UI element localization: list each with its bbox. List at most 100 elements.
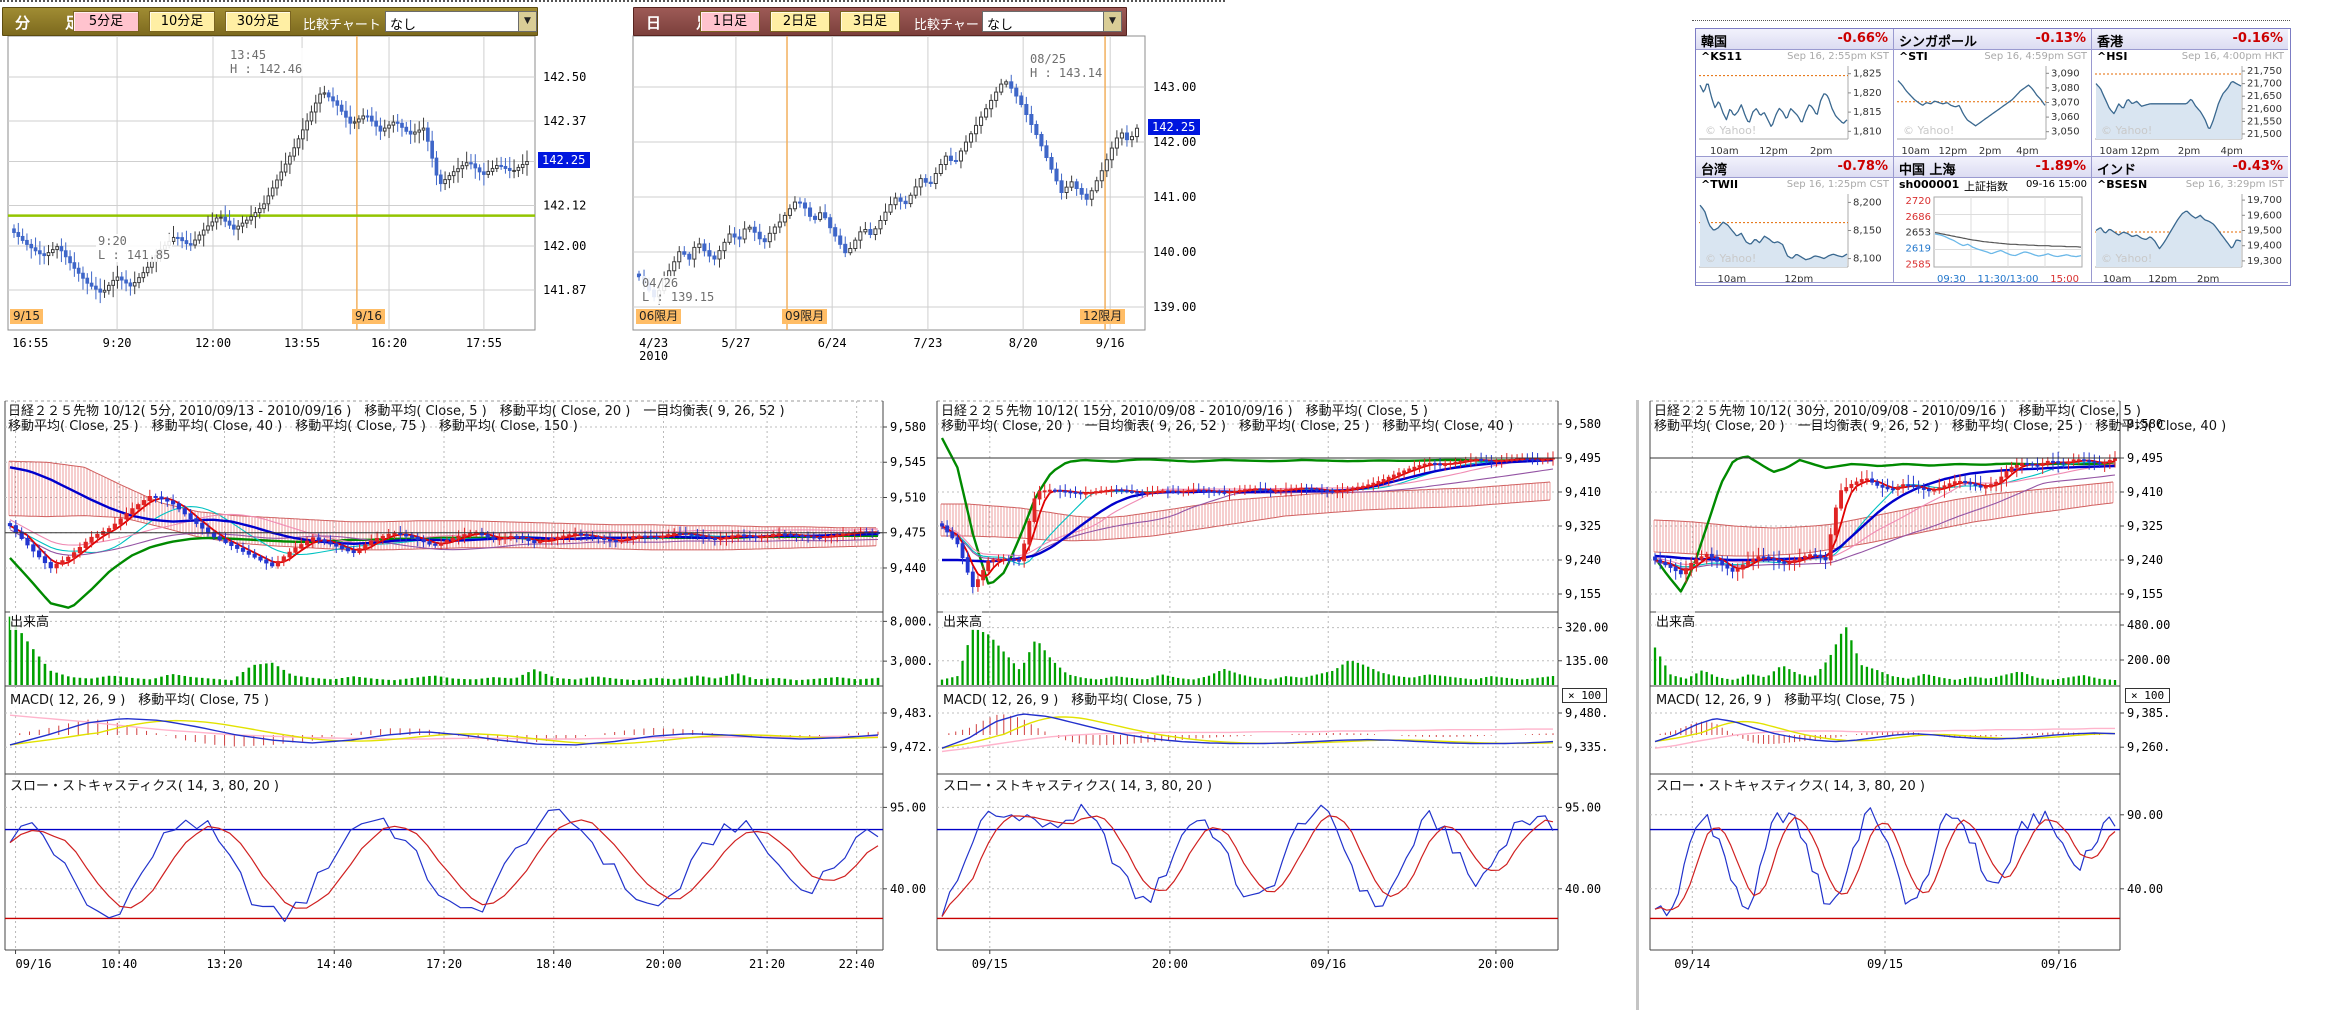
- futures5-stoch-label: スロー・ストキャスティクス( 14, 3, 80, 20 ): [10, 775, 279, 794]
- futures30-scale-badge: × 100: [2125, 688, 2171, 703]
- svg-text:142.00: 142.00: [1153, 135, 1196, 149]
- minute-high-note: 13:45 H : 142.46: [228, 48, 305, 76]
- svg-text:4pm: 4pm: [2016, 146, 2038, 157]
- svg-text:2585: 2585: [1906, 260, 1931, 271]
- svg-text:3,050: 3,050: [2051, 127, 2080, 138]
- svg-text:2686: 2686: [1906, 212, 1931, 223]
- svg-text:21,650: 21,650: [2247, 91, 2282, 102]
- svg-text:9,472.: 9,472.: [890, 740, 933, 754]
- svg-text:09/15: 09/15: [972, 957, 1008, 971]
- svg-text:2720: 2720: [1906, 196, 1931, 207]
- svg-text:2pm: 2pm: [2178, 146, 2200, 157]
- tab-1day[interactable]: 1日足: [700, 11, 760, 32]
- svg-text:142.37: 142.37: [543, 114, 586, 128]
- svg-text:4/23: 4/23: [639, 336, 668, 350]
- futures5-title-line1: 日経２２５先物 10/12( 5分, 2010/09/13 - 2010/09/…: [8, 404, 785, 419]
- svg-text:19,700: 19,700: [2247, 195, 2282, 206]
- svg-text:12pm: 12pm: [1938, 146, 1967, 157]
- svg-text:8,200: 8,200: [1853, 197, 1882, 208]
- tab-30min[interactable]: 30分足: [225, 11, 291, 32]
- svg-text:© Yahoo!: © Yahoo!: [1705, 252, 1756, 265]
- compare-chart-value: なし: [390, 18, 417, 33]
- futures15-title-line2: 移動平均( Close, 20 ) 一目均衡表( 9, 26, 52 ) 移動平…: [941, 419, 1514, 434]
- svg-text:17:20: 17:20: [426, 957, 462, 971]
- svg-text:40.00: 40.00: [1565, 882, 1601, 896]
- svg-text:11:30/13:00: 11:30/13:00: [1977, 274, 2038, 283]
- svg-text:1,815: 1,815: [1853, 107, 1882, 118]
- futures15-stoch-label: スロー・ストキャスティクス( 14, 3, 80, 20 ): [943, 775, 1212, 794]
- svg-text:140.00: 140.00: [1153, 245, 1196, 259]
- futures5-macd-label: MACD( 12, 26, 9 ) 移動平均( Close, 75 ): [10, 689, 269, 708]
- svg-text:8,150: 8,150: [1853, 226, 1882, 237]
- tab-5min[interactable]: 5分足: [73, 11, 139, 32]
- tab-10min[interactable]: 10分足: [149, 11, 215, 32]
- minute-current-price-badge: 142.25: [538, 152, 590, 168]
- svg-text:21,500: 21,500: [2247, 129, 2282, 140]
- svg-text:© Yahoo!: © Yahoo!: [2101, 252, 2152, 265]
- svg-text:10:40: 10:40: [101, 957, 137, 971]
- index-cell-taiwan[interactable]: 台湾 -0.78% ^TWII Sep 16, 1:25pm CST 8,200 8,…: [1696, 157, 1894, 283]
- compare-chart-select[interactable]: なし ▼: [385, 11, 537, 33]
- svg-text:200.00: 200.00: [2127, 653, 2170, 667]
- index-cell-singapore[interactable]: シンガポール -0.13% ^STI Sep 16, 4:59pm SGT 3,09…: [1894, 29, 2092, 157]
- svg-text:9,440: 9,440: [890, 561, 926, 575]
- svg-text:320.00: 320.00: [1565, 621, 1608, 635]
- svg-text:90.00: 90.00: [2127, 808, 2163, 822]
- svg-text:9,495: 9,495: [1565, 451, 1601, 465]
- compare-chart-select-daily[interactable]: なし ▼: [982, 11, 1122, 33]
- svg-text:142.00: 142.00: [543, 239, 586, 253]
- futures30-title-line2: 移動平均( Close, 20 ) 一目均衡表( 9, 26, 52 ) 移動平…: [1654, 419, 2227, 434]
- svg-text:9,240: 9,240: [2127, 553, 2163, 567]
- svg-text:139.00: 139.00: [1153, 300, 1196, 314]
- singapore-mini-chart: 3,090 3,080 3,070 3,060 3,050 10am 12pm 2pm 4pm ©…: [1897, 66, 2080, 157]
- svg-text:09/15: 09/15: [1867, 957, 1903, 971]
- svg-text:141.87: 141.87: [543, 283, 586, 297]
- korea-mini-chart: 1,825 1,820 1,815 1,810 10am 12pm 2pm © Yahoo!: [1699, 66, 1882, 157]
- svg-text:2pm: 2pm: [1810, 146, 1832, 157]
- svg-text:142.50: 142.50: [543, 70, 586, 84]
- tab-2day[interactable]: 2日足: [770, 11, 830, 32]
- svg-text:40.00: 40.00: [2127, 882, 2163, 896]
- svg-text:9,335.: 9,335.: [1565, 740, 1608, 754]
- index-fullname: 上証指数: [1964, 180, 2008, 193]
- daily-chart-toolbar: 日 足 1日足 2日足 3日足 比較チャート なし ▼: [633, 7, 1127, 36]
- svg-text:9,410: 9,410: [2127, 485, 2163, 499]
- svg-text:135.00: 135.00: [1565, 654, 1608, 668]
- svg-text:143.00: 143.00: [1153, 80, 1196, 94]
- selection-dotted-line-right: [1692, 20, 2290, 21]
- svg-text:6/24: 6/24: [818, 336, 847, 350]
- index-cell-hongkong[interactable]: 香港 -0.16% ^HSI Sep 16, 4:00pm HKT 21,750 21…: [2092, 29, 2288, 157]
- dropdown-arrow-icon[interactable]: ▼: [518, 12, 536, 31]
- india-mini-chart: 19,700 19,600 19,500 19,400 19,300 10am 12pm 2p…: [2095, 194, 2282, 282]
- dropdown-arrow-icon[interactable]: ▼: [1103, 12, 1121, 31]
- svg-text:17:55: 17:55: [466, 336, 502, 350]
- svg-text:12pm: 12pm: [1784, 274, 1813, 283]
- svg-text:20:00: 20:00: [645, 957, 681, 971]
- svg-text:12pm: 12pm: [1759, 146, 1788, 157]
- svg-text:3,060: 3,060: [2051, 112, 2080, 123]
- svg-text:16:20: 16:20: [371, 336, 407, 350]
- svg-text:9,510: 9,510: [890, 490, 926, 504]
- svg-text:4pm: 4pm: [2220, 146, 2242, 157]
- world-indices-panel: 韓国 -0.66% ^KS11 Sep 16, 2:55pm KST 1,825 1,…: [1695, 28, 2291, 286]
- index-cell-shanghai[interactable]: 中国 上海 -1.89% sh000001 上証指数 09-16 15:00 2720…: [1894, 157, 2092, 283]
- svg-text:142.12: 142.12: [543, 198, 586, 212]
- minute-session-label-0915: 9/15: [10, 309, 43, 324]
- svg-text:10am: 10am: [2099, 146, 2128, 157]
- futures15-volume-label: 出来高: [943, 611, 983, 630]
- svg-text:9,480.: 9,480.: [1565, 706, 1608, 720]
- tab-3day[interactable]: 3日足: [840, 11, 900, 32]
- index-cell-india[interactable]: インド -0.43% ^BSESN Sep 16, 3:29pm IST 19,70…: [2092, 157, 2288, 283]
- svg-text:09/16: 09/16: [1310, 957, 1346, 971]
- svg-text:15:00: 15:00: [2050, 274, 2079, 283]
- contract-label-12: 12限月: [1080, 309, 1126, 324]
- svg-text:21,550: 21,550: [2247, 116, 2282, 127]
- index-cell-korea[interactable]: 韓国 -0.66% ^KS11 Sep 16, 2:55pm KST 1,825 1,…: [1696, 29, 1894, 157]
- svg-text:09/16: 09/16: [16, 957, 52, 971]
- futures30-macd-label: MACD( 12, 26, 9 ) 移動平均( Close, 75 ): [1656, 689, 1915, 708]
- minute-chart-toolbar: 分 足 5分足 10分足 30分足 比較チャート なし ▼: [2, 7, 538, 36]
- svg-text:3,070: 3,070: [2051, 98, 2080, 109]
- daily-current-price-badge: 142.25: [1148, 119, 1200, 135]
